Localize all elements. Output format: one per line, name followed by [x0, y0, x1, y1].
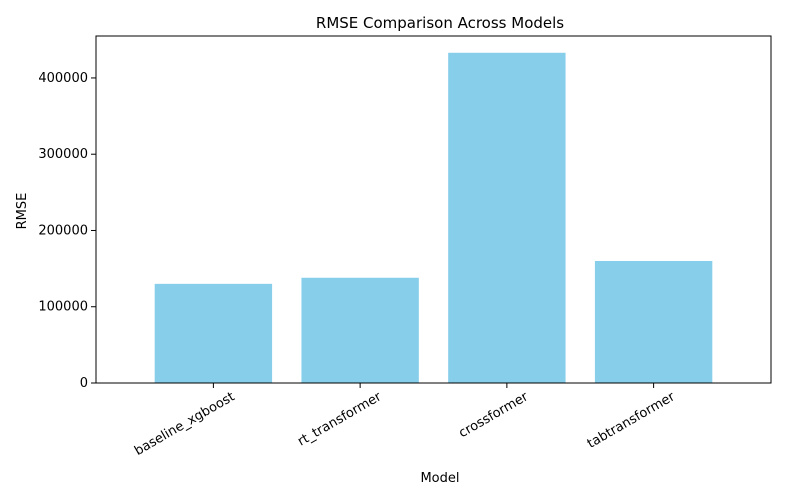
bar-crossformer [448, 52, 566, 384]
y-tick-label: 100000 [38, 300, 88, 315]
plot-frame [95, 35, 772, 384]
y-axis-ticks: 0 100000 200000 300000 400000 [38, 71, 96, 391]
x-axis-ticks: baseline_xgboost rt_transformer crossforme… [132, 383, 678, 459]
y-tick-label: 400000 [38, 71, 88, 86]
bar-rt_transformer [301, 277, 419, 383]
bar-baseline_xgboost [154, 283, 273, 383]
y-tick-label: 200000 [38, 223, 88, 238]
y-tick-label: 0 [80, 376, 88, 391]
bars-group [154, 52, 713, 384]
x-axis-title: Model [420, 471, 459, 486]
x-tick-label: baseline_xgboost [132, 389, 237, 458]
y-axis-title: RMSE [15, 193, 30, 230]
y-tick-label: 300000 [38, 147, 88, 162]
x-tick-label: tabtransformer [585, 389, 678, 452]
x-tick-label: crossformer [456, 389, 531, 441]
x-tick-label: rt_transformer [295, 389, 384, 449]
chart-title: RMSE Comparison Across Models [316, 14, 564, 32]
bar-tabtransformer [594, 260, 713, 383]
